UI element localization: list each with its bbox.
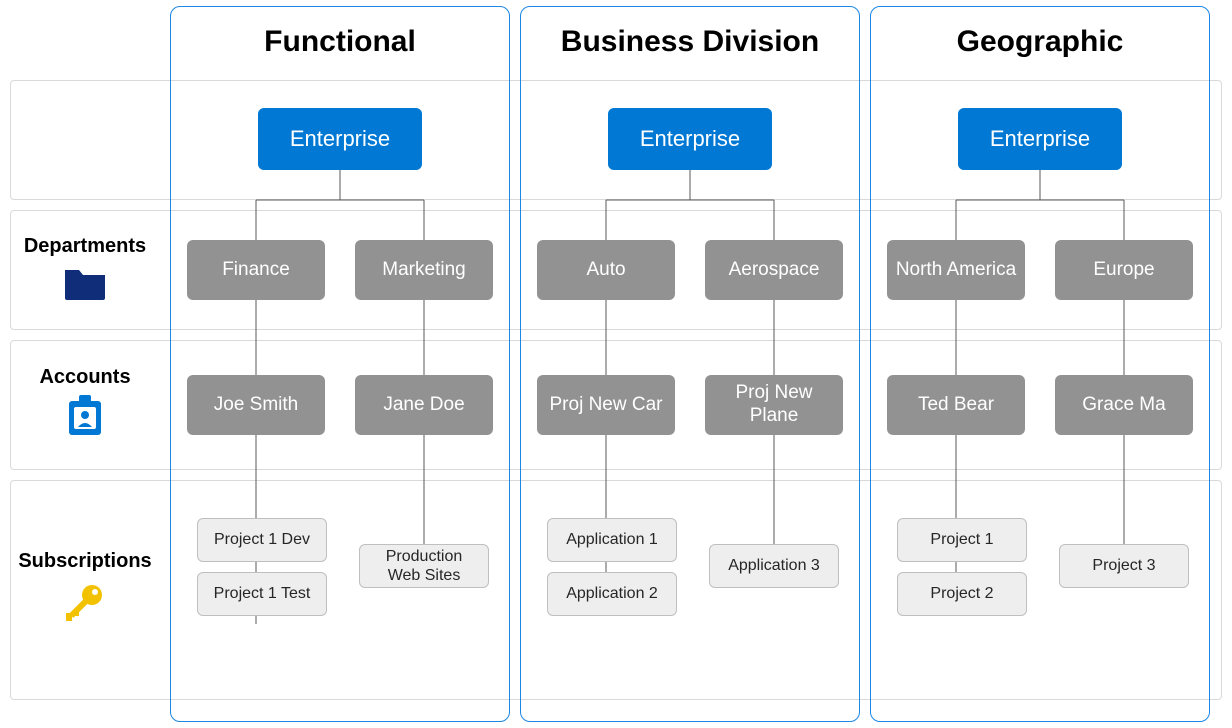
enterprise-node: Enterprise — [958, 108, 1122, 170]
dept-node: Europe — [1055, 240, 1193, 300]
account-node: Ted Bear — [887, 375, 1025, 435]
sub-node: Production Web Sites — [359, 544, 489, 588]
sub-node: Application 3 — [709, 544, 839, 588]
column-title-business: Business Division — [521, 25, 859, 59]
row-label-departments: Departments — [10, 225, 160, 315]
enterprise-node: Enterprise — [258, 108, 422, 170]
row-label-subscriptions: Subscriptions — [10, 530, 160, 650]
column-title-functional: Functional — [171, 25, 509, 59]
column-title-geographic: Geographic — [871, 25, 1209, 59]
subscriptions-label: Subscriptions — [18, 550, 151, 573]
folder-icon — [63, 264, 107, 306]
account-node: Grace Ma — [1055, 375, 1193, 435]
account-node: Proj New Plane — [705, 375, 843, 435]
dept-node: Auto — [537, 240, 675, 300]
account-node: Jane Doe — [355, 375, 493, 435]
sub-node: Project 3 — [1059, 544, 1189, 588]
sub-node: Project 2 — [897, 572, 1027, 616]
departments-label: Departments — [24, 235, 146, 258]
sub-node: Project 1 Dev — [197, 518, 327, 562]
dept-node: Finance — [187, 240, 325, 300]
account-node: Proj New Car — [537, 375, 675, 435]
sub-node: Project 1 — [897, 518, 1027, 562]
key-icon — [62, 579, 108, 631]
row-label-accounts: Accounts — [10, 355, 160, 455]
dept-node: North America — [887, 240, 1025, 300]
dept-node: Marketing — [355, 240, 493, 300]
sub-node: Application 2 — [547, 572, 677, 616]
accounts-label: Accounts — [39, 366, 130, 389]
sub-node: Application 1 — [547, 518, 677, 562]
dept-node: Aerospace — [705, 240, 843, 300]
sub-node: Project 1 Test — [197, 572, 327, 616]
badge-icon — [65, 395, 105, 445]
enterprise-node: Enterprise — [608, 108, 772, 170]
account-node: Joe Smith — [187, 375, 325, 435]
